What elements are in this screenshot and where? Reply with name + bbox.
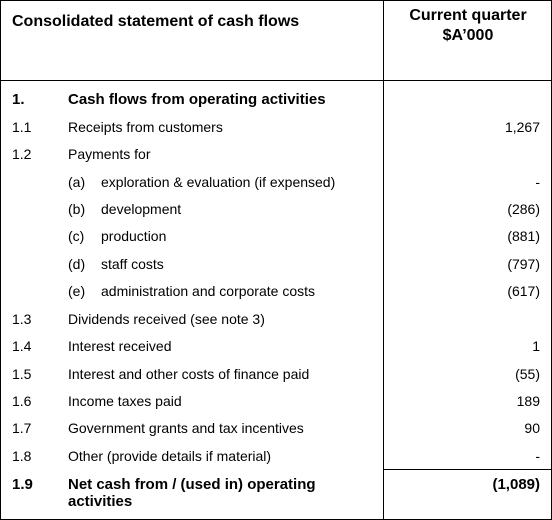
row-label: Other (provide details if material) <box>68 448 272 464</box>
row-value: (55) <box>515 366 540 382</box>
item-letter: (c) <box>68 228 85 244</box>
item-letter: (b) <box>68 201 86 217</box>
row-value: (286) <box>507 201 540 217</box>
row-label: Dividends received (see note 3) <box>68 311 265 327</box>
row-number: 1.6 <box>12 393 32 409</box>
row-value: (797) <box>507 256 540 272</box>
row-label: Receipts from customers <box>68 119 223 135</box>
row-label: Income taxes paid <box>68 393 182 409</box>
column-heading: $A’000 <box>442 27 494 44</box>
row-label: exploration & evaluation (if expensed) <box>101 174 336 190</box>
border <box>0 0 552 1</box>
row-number: 1.8 <box>12 448 32 464</box>
header-title: Consolidated statement of cash flows <box>12 13 300 30</box>
row-value: 90 <box>524 420 540 436</box>
row-number: 1. <box>12 91 25 108</box>
item-letter: (d) <box>68 256 86 272</box>
row-value: (1,089) <box>492 476 540 493</box>
row-label: staff costs <box>101 256 164 272</box>
row-number: 1.1 <box>12 119 32 135</box>
column-divider <box>383 0 384 520</box>
row-number: 1.5 <box>12 366 32 382</box>
row-value: (617) <box>507 283 540 299</box>
item-letter: (e) <box>68 283 86 299</box>
row-label: Interest and other costs of finance paid <box>68 366 310 382</box>
column-heading: Current quarter <box>409 7 527 24</box>
total-rule <box>383 469 552 470</box>
row-value: 1 <box>532 338 540 354</box>
row-value: (881) <box>507 228 540 244</box>
row-label: Government grants and tax incentives <box>68 420 304 436</box>
row-value: 1,267 <box>504 119 540 135</box>
item-letter: (a) <box>68 174 86 190</box>
row-label: production <box>101 228 167 244</box>
row-value: 189 <box>516 393 540 409</box>
row-label: development <box>101 201 182 217</box>
row-number: 1.7 <box>12 420 32 436</box>
row-value: - <box>535 174 540 190</box>
row-value: - <box>535 448 540 464</box>
row-number: 1.9 <box>12 476 33 493</box>
row-number: 1.3 <box>12 311 32 327</box>
row-number: 1.4 <box>12 338 32 354</box>
row-label: Payments for <box>68 146 151 162</box>
row-label: administration and corporate costs <box>101 283 315 299</box>
row-label: Cash flows from operating activities <box>68 91 326 108</box>
border <box>0 0 1 520</box>
row-label: Net cash from / (used in) operating acti… <box>68 476 316 510</box>
row-number: 1.2 <box>12 146 32 162</box>
header-divider <box>0 80 552 81</box>
row-label: Interest received <box>68 338 172 354</box>
